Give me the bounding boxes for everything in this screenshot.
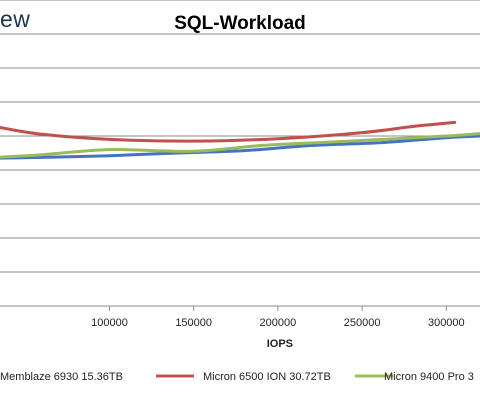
x-tick-labels: 100000 150000 200000 250000 300000: [91, 306, 465, 329]
x-tick-label: 300000: [428, 317, 465, 329]
x-tick-label: 150000: [175, 317, 212, 329]
x-tick-label: 100000: [91, 317, 128, 329]
x-tick-label: 200000: [260, 317, 297, 329]
series-line-0: [0, 134, 480, 160]
x-tick-label: 250000: [344, 317, 381, 329]
legend-label-2: Micron 9400 Pro 3: [384, 371, 474, 383]
legend: Memblaze 6930 15.36TB Micron 6500 ION 30.…: [0, 371, 474, 383]
legend-label-0: Memblaze 6930 15.36TB: [0, 371, 123, 383]
legend-label-1: Micron 6500 ION 30.72TB: [203, 371, 331, 383]
series-line-1: [0, 120, 457, 143]
x-axis-label: IOPS: [267, 338, 293, 350]
series-line-2: [0, 132, 480, 159]
grid-lines: [0, 0, 480, 307]
chart-title: SQL-Workload: [174, 13, 306, 34]
series-lines: [0, 120, 480, 160]
brand-logo-text: ew: [0, 6, 31, 32]
